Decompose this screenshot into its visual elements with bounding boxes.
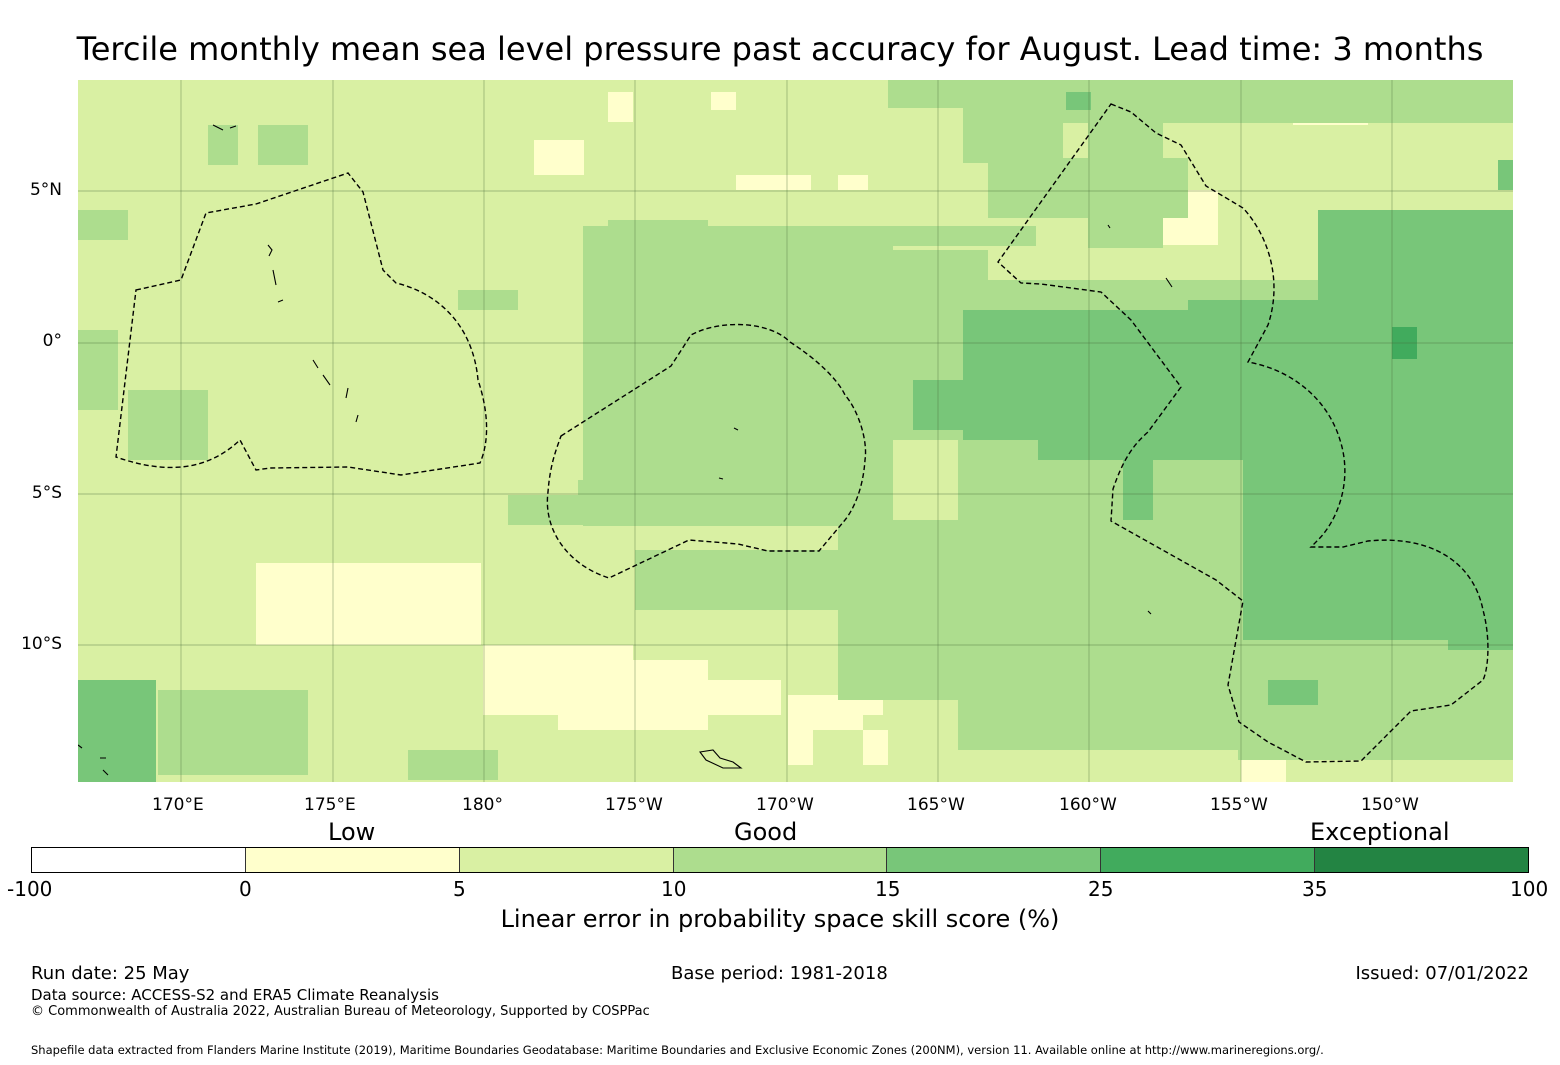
skill-cell (128, 390, 208, 460)
lat-label-eq: 0° (42, 331, 62, 351)
colorbar-segment (673, 848, 888, 872)
copyright: © Commonwealth of Australia 2022, Austra… (31, 1004, 650, 1019)
eez-boundary-kiribati-line (997, 103, 1489, 763)
colorbar-segment (1315, 848, 1529, 872)
islands (78, 124, 1173, 776)
skill-cell (258, 125, 308, 165)
skill-cell (78, 210, 128, 240)
skill-cell (608, 220, 708, 240)
skill-cell (508, 495, 583, 525)
skill-map-svg (78, 80, 1513, 782)
eez-boundary-tokelau (546, 323, 867, 579)
skill-cell (483, 680, 558, 715)
skill-cell (1498, 160, 1513, 190)
colorbar-tick: 10 (661, 877, 687, 901)
lon-label-170w: 170°W (756, 795, 814, 815)
base-period: Base period: 1981-2018 (671, 963, 888, 984)
lat-label-10s: 10°S (21, 634, 62, 654)
colorbar-tick: 35 (1302, 877, 1328, 901)
colorbar-tick: 25 (1088, 877, 1114, 901)
colorbar-tick: -100 (7, 877, 53, 901)
colorbar-tick: 15 (875, 877, 901, 901)
lat-label-5s: 5°S (31, 483, 62, 503)
skill-cell (838, 520, 968, 700)
lon-label-175e: 175°E (304, 795, 356, 815)
colorbar-segment (245, 848, 460, 872)
skill-cell (988, 158, 1188, 218)
skill-cells (78, 80, 1513, 782)
chart-title: Tercile monthly mean sea level pressure … (76, 30, 1484, 68)
skill-cell (1088, 680, 1248, 720)
skill-cell (661, 680, 781, 715)
data-source: Data source: ACCESS-S2 and ERA5 Climate … (31, 986, 439, 1004)
skill-cell (578, 480, 638, 510)
lat-label-5n: 5°N (29, 180, 62, 200)
lon-label-150w: 150°W (1361, 795, 1419, 815)
lon-label-160w: 160°W (1059, 795, 1117, 815)
skill-cell (913, 380, 973, 430)
colorbar (31, 847, 1529, 873)
skill-cell (608, 92, 633, 122)
lon-label-165w: 165°W (907, 795, 965, 815)
skill-cell (1123, 460, 1153, 520)
colorbar-segment (1101, 848, 1316, 872)
lon-label-175w: 175°W (605, 795, 663, 815)
colorbar-segment (887, 848, 1102, 872)
skill-cell (963, 123, 1063, 163)
graticule (78, 80, 1513, 782)
colorbar-segment (32, 848, 246, 872)
skill-cell (863, 730, 888, 765)
skill-cell (711, 92, 736, 110)
lon-label-170e: 170°E (152, 795, 204, 815)
skill-cell (78, 680, 156, 782)
skill-cell (1268, 680, 1318, 705)
skill-cell (408, 750, 498, 780)
skill-cell (458, 290, 518, 310)
skill-cell (736, 175, 811, 190)
skill-cell (888, 80, 1513, 108)
skill-cell (838, 175, 868, 190)
issued-date: Issued: 07/01/2022 (1355, 963, 1529, 984)
lon-label-180: 180° (462, 795, 503, 815)
skill-cell (208, 125, 238, 165)
skill-cell (788, 250, 988, 280)
run-date: Run date: 25 May (31, 963, 190, 984)
skill-cell (158, 690, 308, 775)
colorbar-tick: 100 (1510, 877, 1549, 901)
skill-map (78, 80, 1513, 782)
category-low: Low (328, 818, 376, 846)
island-samoa (699, 749, 743, 769)
skill-cell (78, 330, 118, 410)
lon-label-155w: 155°W (1210, 795, 1268, 815)
skill-cell (1066, 92, 1091, 110)
colorbar-segment (459, 848, 674, 872)
skill-cell (1318, 210, 1513, 310)
skill-cell (1238, 720, 1513, 760)
colorbar-tick: 5 (453, 877, 466, 901)
colorbar-tick: 0 (239, 877, 252, 901)
shapefile-credit: Shapefile data extracted from Flanders M… (31, 1043, 1324, 1057)
skill-cell (534, 140, 584, 175)
colorbar-title: Linear error in probability space skill … (500, 905, 1060, 933)
skill-cell (1468, 730, 1513, 760)
skill-cell (1448, 600, 1513, 640)
eez-boundary-tuvalu (115, 172, 488, 476)
skill-cell (308, 563, 388, 583)
skill-cell (635, 660, 660, 680)
skill-cell (963, 108, 1513, 123)
category-good: Good (734, 818, 798, 846)
category-exceptional: Exceptional (1310, 818, 1450, 846)
skill-cell (788, 730, 813, 765)
skill-cell (635, 550, 845, 610)
skill-cell (836, 226, 1036, 246)
